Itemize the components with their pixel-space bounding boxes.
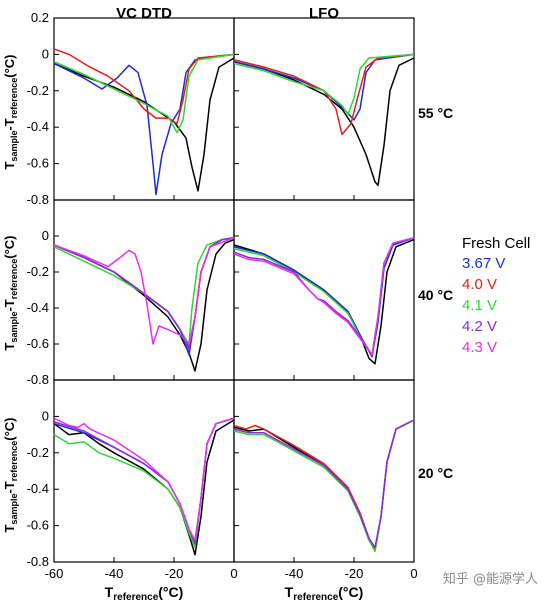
y-tick-label: -0.4 <box>27 119 49 134</box>
y-tick-label: -0.2 <box>27 445 49 460</box>
y-tick-label: -0.2 <box>27 264 49 279</box>
series-line-4-0-v-r0-c0 <box>53 48 235 125</box>
series-line-3-67-v-r0-c1 <box>233 53 415 121</box>
series-line-4-2-v-r2-c1 <box>233 419 415 549</box>
y-tick-label: -0.4 <box>27 481 49 496</box>
row-label-55c: 55 °C <box>418 105 453 121</box>
y-tick-label: -0.8 <box>27 372 49 387</box>
y-axis-label-row-1: Tsample-Treference(°C) <box>2 54 19 169</box>
series-line-4-1-v-r2-c1 <box>233 419 415 552</box>
series-line-4-0-v-r2-c1 <box>233 419 415 552</box>
series-line-4-0-v-r0-c1 <box>233 53 415 136</box>
y-tick-label: 0 <box>42 228 49 243</box>
legend-entry-4-1v: 4.1 V <box>462 297 497 314</box>
y-tick-label: 0 <box>42 46 49 61</box>
plot-series <box>53 48 415 556</box>
series-line-fresh-cell-r2-c0 <box>53 419 235 556</box>
legend-entry-fresh-cell: Fresh Cell <box>462 235 530 252</box>
series-line-4-1-v-r0-c1 <box>233 53 415 116</box>
series-line-4-1-v-r1-c0 <box>53 237 235 345</box>
x-tick-label: -60 <box>45 566 64 581</box>
x-axis-label-left: Treference(°C) <box>105 584 184 603</box>
series-line-4-3-v-r2-c0 <box>53 417 235 541</box>
y-tick-label: -0.8 <box>27 192 49 207</box>
row-label-20c: 20 °C <box>418 465 453 481</box>
x-tick-label: 0 <box>230 566 237 581</box>
x-tick-label: -40 <box>285 566 304 581</box>
x-tick-label: -40 <box>105 566 124 581</box>
y-tick-label: -0.8 <box>27 554 49 569</box>
y-axis-label-row-3: Tsample-Treference(°C) <box>2 417 19 532</box>
plot-frames <box>53 17 415 563</box>
x-tick-label: -20 <box>345 566 364 581</box>
legend: Fresh Cell 3.67 V 4.0 V 4.1 V 4.2 V 4.3 … <box>462 235 530 356</box>
watermark: 知乎 @能源学人 <box>443 571 538 587</box>
y-tick-label: -0.6 <box>27 156 49 171</box>
series-line-4-3-v-r1-c0 <box>53 237 235 345</box>
y-tick-label: -0.6 <box>27 336 49 351</box>
series-line-4-1-v-r0-c0 <box>53 53 235 134</box>
x-tick-label: -20 <box>165 566 184 581</box>
series-line-fresh-cell-r2-c1 <box>233 419 415 551</box>
series-line-3-67-v-r2-c0 <box>53 417 235 547</box>
panel-frame-r0-c1 <box>233 17 415 201</box>
series-line-4-2-v-r2-c0 <box>53 417 235 545</box>
panel-frame-r2-c1 <box>233 379 415 563</box>
y-tick-label: -0.4 <box>27 300 49 315</box>
column-title-vc-dtd: VC DTD <box>116 5 172 22</box>
x-tick-label: 0 <box>410 566 417 581</box>
row-label-40c: 40 °C <box>418 287 453 303</box>
legend-entry-4-3v: 4.3 V <box>462 339 497 356</box>
legend-entry-3-67v: 3.67 V <box>462 255 505 272</box>
y-tick-label: 0 <box>42 408 49 423</box>
y-tick-label: 0.2 <box>31 10 49 25</box>
legend-entry-4-0v: 4.0 V <box>462 276 497 293</box>
series-line-fresh-cell-r0-c0 <box>53 57 235 192</box>
series-line-fresh-cell-r0-c1 <box>233 57 415 187</box>
column-title-lfo: LFO <box>309 5 339 22</box>
series-line-3-67-v-r1-c1 <box>233 237 415 358</box>
y-axis-label-row-2: Tsample-Treference(°C) <box>2 235 19 350</box>
series-line-4-1-v-r2-c0 <box>53 417 235 549</box>
legend-entry-4-2v: 4.2 V <box>462 318 497 335</box>
series-line-4-3-v-r1-c1 <box>233 237 415 356</box>
y-tick-label: -0.6 <box>27 518 49 533</box>
x-axis-label-right: Treference(°C) <box>285 584 364 603</box>
plot-ticks: 0.2 0 -0.2 -0.4 -0.6 -0.8 0 -0.2 -0.4 -0.6 -0.8 0 -0… <box>27 10 418 581</box>
y-tick-label: -0.2 <box>27 83 49 98</box>
